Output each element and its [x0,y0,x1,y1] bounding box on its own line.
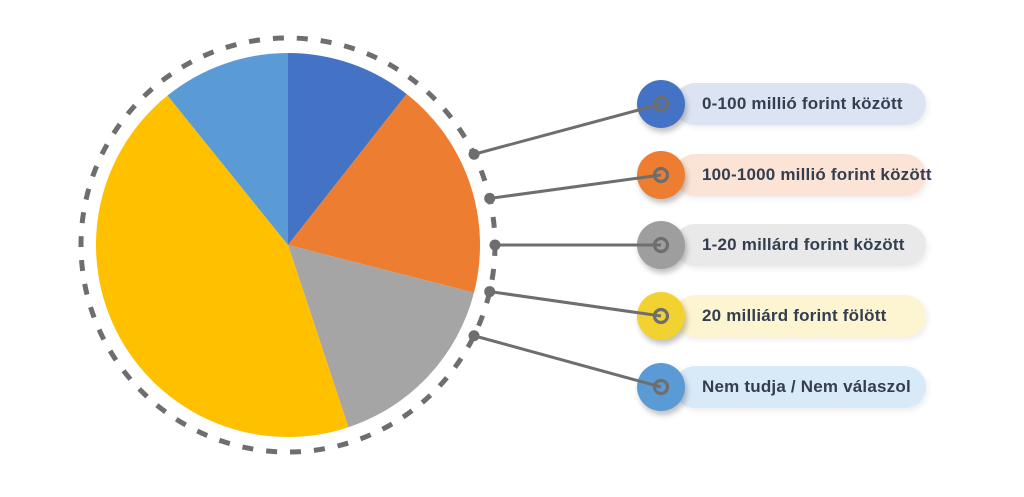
legend-item-0: 0-100 millió forint között [637,80,927,128]
pie-slice-2 [288,245,474,428]
legend-pill-0: 0-100 millió forint között [674,83,926,125]
connector-ring-2 [652,236,670,254]
connector-dot-2 [489,239,501,251]
legend-pill-3: 20 milliárd forint fölött [674,295,926,337]
pie-slice-3 [95,95,349,438]
legend-label-4: Nem tudja / Nem válaszol [702,377,911,396]
legend-pill-4: Nem tudja / Nem válaszol [674,366,926,408]
pie-slice-4 [167,53,288,245]
legend-label-1: 100-1000 millió forint között [702,165,932,184]
connector-line-1 [489,173,662,200]
connector-ring-4 [652,378,670,396]
connector-dot-3 [484,286,496,298]
connector-line-4 [473,334,662,389]
legend-pill-1: 100-1000 millió forint között [674,154,931,196]
pie-slice-0 [288,52,407,245]
connector-dot-4 [468,330,480,342]
legend-label-0: 0-100 millió forint között [702,94,903,113]
connector-dot-0 [468,148,480,160]
pie-slice-1 [288,94,481,293]
legend-label-3: 20 milliárd forint fölött [702,306,887,325]
connector-ring-3 [652,307,670,325]
connector-line-0 [473,102,662,156]
legend-pill-2: 1-20 millárd forint között [674,224,926,266]
connector-ring-1 [652,166,670,184]
connector-ring-0 [652,95,670,113]
legend-item-4: Nem tudja / Nem válaszol [637,363,927,411]
legend-item-3: 20 milliárd forint fölött [637,292,927,340]
connector-dot-1 [484,192,496,204]
connector-line-3 [489,290,662,318]
legend-label-2: 1-20 millárd forint között [702,235,905,254]
